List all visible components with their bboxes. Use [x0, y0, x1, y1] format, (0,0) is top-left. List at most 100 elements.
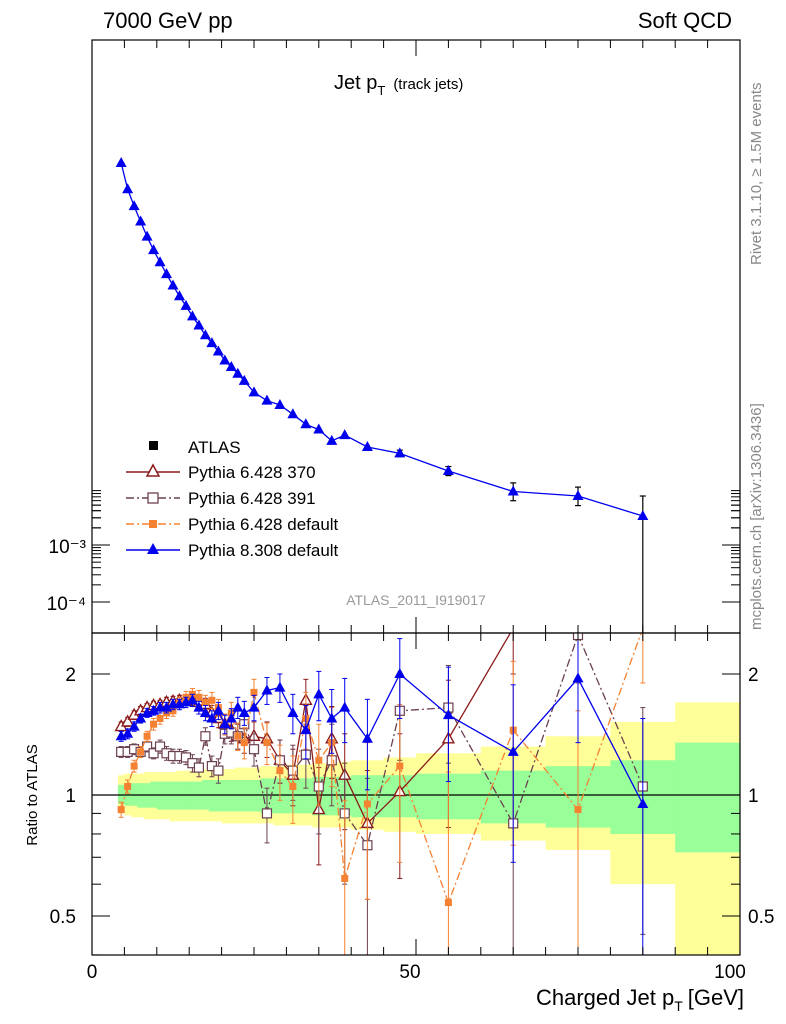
legend-item-pythia6-391: Pythia 6.428 391	[126, 489, 316, 508]
ratio-y-tick-label-left-1: 1	[65, 786, 76, 807]
plot-title-sub: T	[377, 83, 385, 98]
main-point	[206, 337, 218, 348]
main-point	[219, 354, 231, 365]
ratio-point	[300, 724, 312, 735]
ratio-point	[195, 693, 203, 701]
ratio-point	[208, 696, 216, 704]
main-point	[135, 215, 147, 226]
main-point	[186, 310, 198, 321]
ratio-point	[442, 709, 454, 720]
ratio-band-green	[299, 778, 313, 814]
ratio-point	[444, 899, 452, 907]
ratio-point	[137, 748, 145, 756]
ratio-point	[122, 727, 134, 738]
ratio-point	[124, 782, 132, 790]
ratio-point	[150, 720, 158, 728]
legend-item-atlas: ATLAS	[149, 438, 241, 457]
ratio-band-green	[234, 779, 248, 812]
ratio-point	[363, 800, 371, 808]
x-tick-label-50: 50	[399, 962, 420, 983]
ratio-y-tick-label-left-2: 2	[65, 665, 76, 686]
legend-marker-pythia8-default	[147, 543, 159, 554]
ratio-point	[507, 745, 519, 756]
main-point	[199, 329, 211, 340]
main-point	[274, 399, 286, 410]
main-point	[261, 394, 273, 405]
ratio-point	[206, 712, 218, 723]
ratio-y-tick-label-right-1: 1	[748, 786, 759, 807]
ratio-point	[396, 762, 404, 770]
ratio-point	[572, 672, 584, 683]
x-axis-label: Charged Jet pT [GeV]	[536, 985, 744, 1014]
ratio-point	[193, 762, 205, 773]
ratio-point	[315, 756, 323, 764]
main-y-tick-label-1e-4: 10⁻⁴	[47, 594, 86, 615]
legend-marker-pythia6-370	[145, 463, 161, 477]
legend-item-pythia6-default: Pythia 6.428 default	[126, 515, 339, 534]
main-point	[154, 256, 166, 267]
main-point	[212, 345, 224, 356]
ratio-point	[276, 767, 284, 775]
ratio-plot	[92, 633, 740, 955]
main-point	[287, 408, 299, 419]
analysis-label: ATLAS_2011_I919017	[346, 592, 486, 608]
ratio-point	[326, 712, 338, 723]
main-y-tick-label-1e-3: 10⁻³	[49, 537, 87, 558]
main-point	[161, 268, 173, 279]
ratio-y-tick-label-right-05: 0.5	[748, 907, 774, 928]
main-point	[128, 200, 140, 211]
side-text-site: mcplots.cern.ch [arXiv:1306.3436]	[748, 403, 765, 630]
ratio-y-tick-label-right-2: 2	[748, 665, 759, 686]
ratio-band-green	[221, 779, 235, 812]
ratio-point	[186, 694, 198, 705]
legend-item-pythia6-370: Pythia 6.428 370	[126, 463, 316, 482]
ratio-point	[225, 712, 237, 723]
main-point	[507, 485, 519, 496]
ratio-point	[234, 732, 242, 740]
main-point	[232, 367, 244, 378]
ratio-band-green	[247, 779, 261, 812]
main-point	[167, 279, 179, 290]
main-point	[637, 510, 649, 520]
main-point	[313, 423, 325, 434]
x-axis-label-unit: [GeV]	[688, 985, 744, 1010]
legend-label-atlas: ATLAS	[188, 438, 241, 457]
side-text-rivet: Rivet 3.1.10, ≥ 1.5M events	[748, 83, 765, 266]
ratio-ylabel: Ratio to ATLAS	[24, 744, 41, 845]
ratio-band-green	[675, 742, 740, 853]
plot-title: Jet pT (track jets)	[334, 72, 463, 98]
plot-title-note: (track jets)	[393, 76, 463, 93]
ratio-point	[261, 808, 273, 819]
legend-label-pythia6-default: Pythia 6.428 default	[188, 515, 339, 534]
main-axes	[91, 40, 741, 633]
ratio-point	[238, 706, 250, 717]
x-axis-label-sub: T	[674, 998, 683, 1014]
main-point	[394, 447, 406, 458]
ratio-band-green	[215, 779, 222, 812]
ratio-point	[128, 720, 140, 731]
legend-label-pythia6-391: Pythia 6.428 391	[188, 489, 316, 508]
ratio-point	[130, 762, 138, 770]
ratio-point	[193, 701, 205, 712]
legend-item-pythia8-default: Pythia 8.308 default	[126, 541, 339, 560]
main-point	[141, 230, 153, 241]
ratio-point	[212, 704, 224, 715]
main-point	[180, 299, 192, 310]
main-plot	[115, 157, 649, 633]
ratio-point	[200, 731, 211, 742]
ratio-point	[248, 744, 260, 755]
legend-marker-pythia6-default	[149, 520, 157, 528]
main-point	[339, 429, 351, 440]
x-axis-label-main: Charged Jet p	[536, 985, 674, 1010]
ratio-point	[637, 797, 649, 808]
legend-marker-atlas	[149, 441, 158, 450]
ratio-point	[289, 782, 297, 790]
main-point	[173, 290, 185, 301]
main-point	[115, 157, 127, 167]
main-point	[326, 434, 338, 445]
ratio-clipped-group	[92, 633, 740, 955]
ratio-point	[361, 732, 373, 743]
legend-marker-pythia6-391	[147, 492, 159, 504]
ratio-point	[135, 712, 147, 723]
ratio-point	[213, 765, 224, 776]
